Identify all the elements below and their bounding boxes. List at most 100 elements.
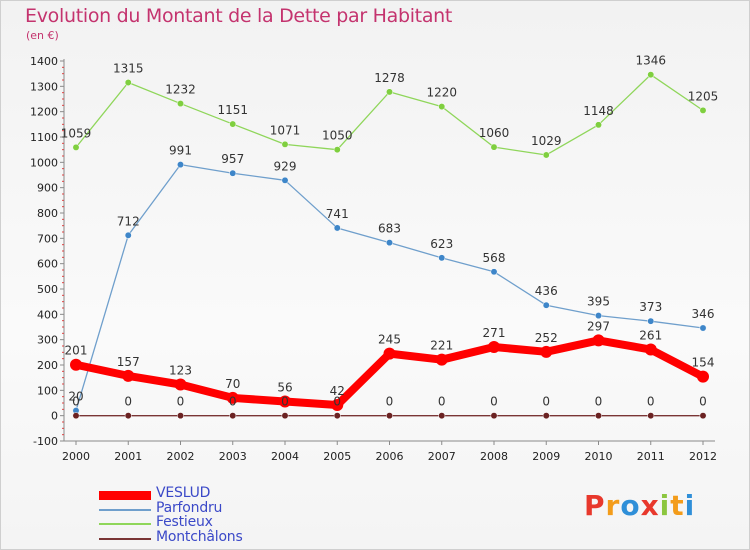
- y-tick-label: 1300: [30, 80, 58, 93]
- data-label: 0: [647, 395, 655, 409]
- data-point: [281, 140, 289, 148]
- data-label: 623: [430, 237, 453, 251]
- logo-letter: o: [620, 489, 641, 522]
- data-label: 56: [277, 380, 292, 394]
- data-point: [386, 88, 393, 96]
- legend-label-veslud: VESLUD: [156, 485, 211, 501]
- data-label: 70: [225, 377, 240, 391]
- y-tick-label: 0: [51, 410, 58, 423]
- y-tick-label: 200: [37, 359, 58, 372]
- data-point: [333, 224, 341, 232]
- y-tick-label: 1000: [30, 156, 58, 169]
- y-tick-label: 400: [37, 308, 58, 321]
- data-point: [281, 412, 289, 420]
- data-point: [647, 412, 655, 420]
- data-point: [490, 143, 498, 151]
- x-tick-label: 2001: [114, 450, 142, 463]
- data-label: 957: [221, 152, 244, 166]
- data-point: [124, 231, 132, 239]
- data-point: [383, 347, 396, 360]
- data-point: [72, 143, 80, 151]
- data-label: 1205: [688, 89, 719, 103]
- legend-label-festieux: Festieux: [156, 514, 213, 530]
- data-label: 568: [483, 251, 506, 265]
- x-tick-label: 2012: [689, 450, 717, 463]
- data-point: [542, 151, 550, 159]
- data-label: 1148: [583, 104, 614, 118]
- data-label: 1232: [165, 83, 196, 97]
- data-label: 346: [692, 307, 715, 321]
- data-point: [595, 312, 602, 320]
- data-label: 683: [378, 222, 401, 236]
- data-label: 157: [117, 355, 140, 369]
- data-point: [333, 412, 341, 420]
- x-tick-label: 2000: [62, 450, 90, 463]
- data-label: 0: [333, 395, 341, 409]
- x-tick-label: 2008: [480, 450, 508, 463]
- data-point: [229, 169, 237, 177]
- data-point: [644, 343, 657, 356]
- data-label: 0: [699, 395, 707, 409]
- logo-letter: i: [684, 489, 696, 522]
- data-point: [592, 334, 605, 347]
- data-point: [226, 391, 239, 404]
- data-point: [435, 353, 448, 366]
- data-label: 929: [274, 159, 297, 173]
- data-point: [438, 412, 446, 420]
- x-tick-label: 2010: [585, 450, 613, 463]
- data-label: 1071: [270, 123, 301, 137]
- data-label: 0: [72, 395, 80, 409]
- x-tick-label: 2006: [376, 450, 404, 463]
- data-label: 1220: [426, 86, 457, 100]
- data-point: [386, 412, 393, 420]
- legend-label-montchalons: Montchâlons: [156, 529, 243, 545]
- data-point: [124, 412, 132, 420]
- legend-label-parfondru: Parfondru: [156, 500, 223, 516]
- data-point: [542, 301, 550, 309]
- data-point: [122, 369, 135, 382]
- chart-title: Evolution du Montant de la Dette par Hab…: [25, 5, 453, 27]
- data-label: 42: [330, 384, 345, 398]
- data-label: 1315: [113, 62, 144, 76]
- y-tick-label: 100: [37, 384, 58, 397]
- data-label: 297: [587, 319, 610, 333]
- x-tick-label: 2002: [167, 450, 195, 463]
- data-point: [647, 317, 655, 325]
- data-point: [386, 239, 393, 247]
- data-label: 1050: [322, 129, 353, 143]
- data-point: [174, 378, 187, 391]
- x-tick-label: 2009: [532, 450, 560, 463]
- data-label: 0: [124, 395, 132, 409]
- logo-letter: t: [670, 489, 685, 522]
- data-point: [438, 254, 446, 262]
- data-point: [697, 370, 709, 383]
- x-tick-label: 2011: [637, 450, 665, 463]
- data-label: 201: [65, 344, 88, 358]
- legend-swatch-veslud: [99, 491, 151, 500]
- data-point: [540, 345, 553, 358]
- y-tick-label: 700: [37, 232, 58, 245]
- y-tick-label: 300: [37, 334, 58, 347]
- data-label: 1059: [61, 126, 92, 140]
- data-point: [229, 412, 237, 420]
- data-label: 261: [639, 329, 662, 343]
- data-label: 1151: [217, 103, 248, 117]
- x-tick-label: 2003: [219, 450, 247, 463]
- data-point: [177, 412, 184, 420]
- data-point: [490, 412, 498, 420]
- y-tick-label: 800: [37, 207, 58, 220]
- logo-letter: x: [640, 489, 660, 522]
- data-label: 1278: [374, 71, 405, 85]
- logo-letter: i: [659, 489, 671, 522]
- data-point: [333, 146, 341, 154]
- data-point: [699, 106, 707, 114]
- data-label: 271: [483, 326, 506, 340]
- y-tick-label: 1400: [30, 55, 58, 68]
- data-point: [177, 100, 184, 108]
- data-label: 741: [326, 207, 349, 221]
- data-point: [281, 176, 289, 184]
- unit-label: (en €): [26, 29, 59, 42]
- data-label: 123: [169, 364, 192, 378]
